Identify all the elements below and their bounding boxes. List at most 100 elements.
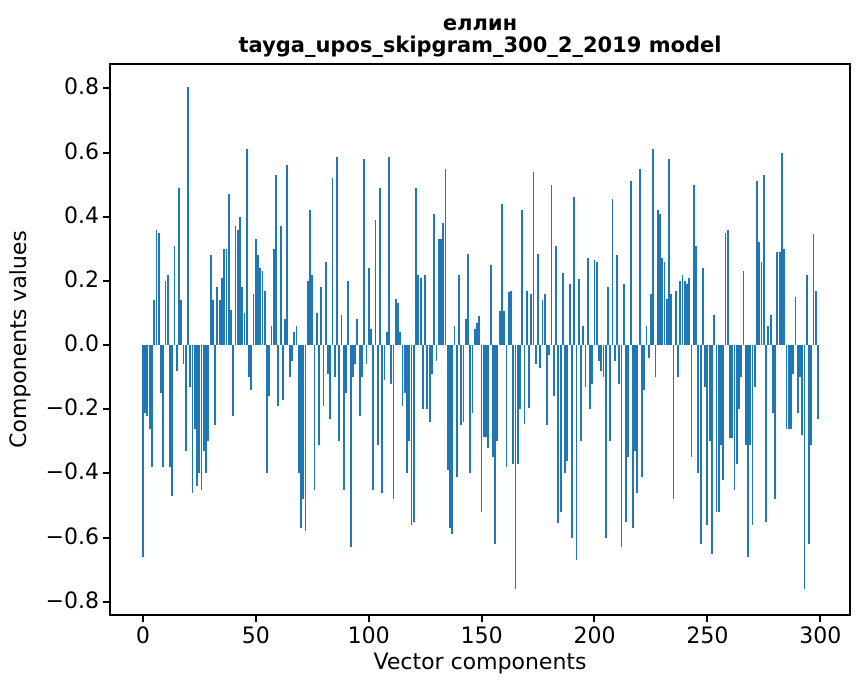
bar bbox=[738, 345, 740, 410]
bar bbox=[543, 293, 546, 346]
bar bbox=[381, 345, 384, 493]
bar bbox=[701, 268, 704, 346]
bar bbox=[455, 345, 458, 477]
x-tick-mark bbox=[367, 616, 370, 622]
bar bbox=[207, 345, 210, 442]
bar bbox=[686, 284, 688, 346]
bar bbox=[263, 290, 266, 346]
bar bbox=[340, 314, 343, 346]
bar bbox=[315, 313, 318, 346]
bar bbox=[550, 184, 553, 346]
bar bbox=[532, 171, 535, 346]
bar bbox=[530, 293, 533, 346]
bar bbox=[259, 268, 262, 346]
bar bbox=[250, 345, 253, 391]
bar bbox=[577, 279, 580, 346]
bar bbox=[650, 293, 652, 346]
bar bbox=[376, 345, 379, 445]
bar bbox=[144, 345, 147, 413]
bar bbox=[747, 345, 749, 557]
bar bbox=[239, 216, 241, 346]
bar bbox=[236, 229, 239, 346]
bar bbox=[627, 345, 630, 458]
bar bbox=[501, 203, 503, 346]
y-tick-mark bbox=[103, 344, 109, 347]
bar bbox=[453, 325, 456, 346]
bar bbox=[374, 219, 377, 346]
bar bbox=[338, 345, 341, 442]
bar bbox=[656, 210, 659, 346]
bar bbox=[537, 253, 539, 346]
y-tick-label: −0.4 bbox=[45, 460, 99, 486]
bar bbox=[361, 345, 363, 378]
bar bbox=[196, 345, 198, 487]
bar bbox=[241, 287, 244, 346]
bar bbox=[690, 345, 693, 458]
bar bbox=[173, 245, 176, 346]
bar bbox=[814, 290, 817, 346]
bar bbox=[810, 345, 813, 445]
bar bbox=[514, 345, 517, 590]
bar bbox=[275, 175, 277, 346]
bar bbox=[151, 345, 153, 468]
bar bbox=[769, 314, 772, 346]
bar bbox=[379, 187, 381, 346]
bar bbox=[482, 345, 485, 437]
bar bbox=[309, 210, 311, 346]
bar bbox=[403, 345, 406, 394]
y-tick-mark bbox=[103, 408, 109, 411]
bar bbox=[677, 345, 679, 378]
bar bbox=[306, 280, 309, 346]
bar bbox=[141, 345, 144, 557]
x-tick-label: 200 bbox=[573, 624, 616, 649]
bar bbox=[424, 274, 427, 346]
bar bbox=[611, 199, 614, 346]
bar bbox=[363, 158, 366, 346]
bar bbox=[485, 345, 487, 437]
bar bbox=[415, 187, 417, 346]
bar bbox=[552, 345, 555, 397]
bar bbox=[351, 345, 354, 378]
x-tick-label: 0 bbox=[135, 624, 150, 649]
bar bbox=[629, 180, 632, 346]
bar bbox=[146, 345, 149, 416]
bar bbox=[182, 345, 185, 365]
bar bbox=[370, 329, 372, 346]
bar bbox=[227, 194, 230, 346]
bar bbox=[442, 223, 445, 346]
bar bbox=[333, 345, 336, 378]
bar bbox=[202, 345, 205, 452]
bar bbox=[446, 345, 449, 471]
bar bbox=[753, 345, 756, 387]
bar bbox=[189, 345, 192, 387]
bar bbox=[796, 345, 799, 413]
chart-title: еллин bbox=[442, 11, 518, 35]
bar bbox=[388, 157, 390, 346]
bar bbox=[713, 314, 716, 346]
bar bbox=[408, 345, 411, 442]
y-tick-label: 0.8 bbox=[64, 75, 99, 101]
bar bbox=[647, 345, 650, 358]
bar bbox=[785, 345, 788, 429]
bar bbox=[245, 149, 248, 346]
bar bbox=[417, 274, 420, 346]
bar bbox=[591, 345, 594, 384]
bar bbox=[160, 345, 162, 394]
y-tick-label: −0.8 bbox=[45, 588, 99, 614]
y-tick-mark bbox=[103, 87, 109, 90]
bar bbox=[781, 152, 783, 346]
bar bbox=[598, 345, 600, 362]
bar bbox=[774, 345, 777, 500]
bar bbox=[792, 345, 795, 374]
bar bbox=[805, 274, 808, 346]
bar bbox=[295, 325, 298, 346]
bar bbox=[510, 290, 512, 346]
bar bbox=[607, 287, 609, 346]
bar bbox=[771, 345, 774, 413]
bar bbox=[297, 345, 300, 474]
bar bbox=[365, 345, 368, 365]
bar bbox=[783, 248, 786, 346]
bar bbox=[383, 345, 386, 381]
bar bbox=[498, 311, 501, 346]
